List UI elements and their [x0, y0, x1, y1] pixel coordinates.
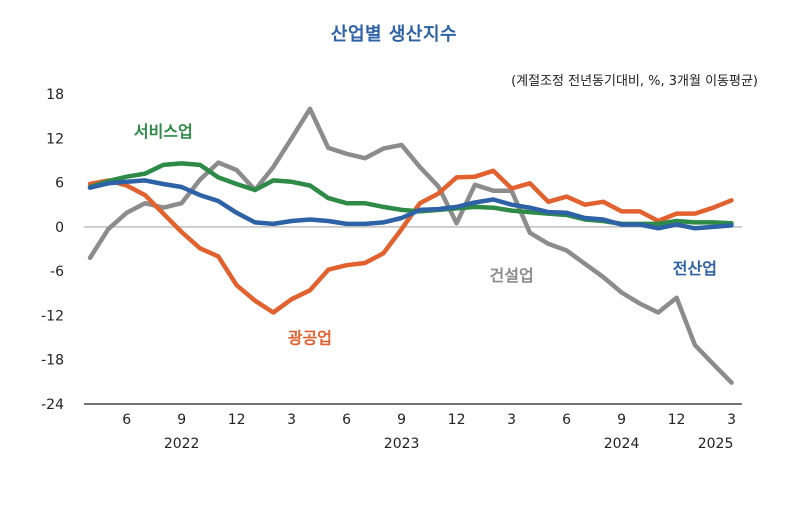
- x-tick-label: 3: [507, 412, 516, 428]
- x-axis: 6 9 12 3 6 9 12 3 6 9 12 3 2022 2023 2024 2025: [122, 412, 736, 452]
- series-line-광공업: [87, 168, 734, 315]
- x-tick-label: 3: [287, 412, 296, 428]
- y-tick-label: 12: [46, 131, 64, 147]
- y-axis: 18 12 6 0 -6 -12 -18 -24: [41, 87, 742, 413]
- chart-title: 산업별 생산지수: [330, 24, 458, 45]
- x-tick-label: 6: [342, 412, 351, 428]
- y-tick-label: 6: [55, 176, 64, 192]
- x-tick-label: 12: [448, 412, 466, 428]
- x-tick-label: 9: [617, 412, 626, 428]
- series-line-건설업: [87, 106, 734, 385]
- y-tick-label: 0: [55, 220, 64, 236]
- x-year-label: 2025: [698, 436, 734, 452]
- x-tick-label: 9: [397, 412, 406, 428]
- series-line-전산업: [87, 178, 734, 231]
- series-lines: [87, 106, 734, 385]
- x-tick-label: 12: [668, 412, 686, 428]
- x-tick-label: 9: [177, 412, 186, 428]
- chart-subtitle: (계절조정 전년동기대비, %, 3개월 이동평균): [511, 74, 758, 89]
- x-year-label: 2024: [604, 436, 640, 452]
- y-tick-label: -12: [41, 308, 64, 324]
- y-tick-label: -18: [41, 353, 64, 369]
- x-tick-label: 6: [122, 412, 131, 428]
- series-label: 건설업: [490, 266, 534, 285]
- x-tick-label: 6: [562, 412, 571, 428]
- x-year-label: 2023: [384, 436, 420, 452]
- y-tick-label: 18: [46, 87, 64, 103]
- x-year-label: 2022: [164, 436, 200, 452]
- series-label: 전산업: [673, 259, 717, 278]
- x-tick-label: 3: [727, 412, 736, 428]
- series-label: 광공업: [288, 329, 332, 348]
- series-label: 서비스업: [134, 122, 193, 141]
- x-tick-label: 12: [228, 412, 246, 428]
- y-tick-label: -24: [41, 397, 64, 413]
- y-tick-label: -6: [50, 264, 64, 280]
